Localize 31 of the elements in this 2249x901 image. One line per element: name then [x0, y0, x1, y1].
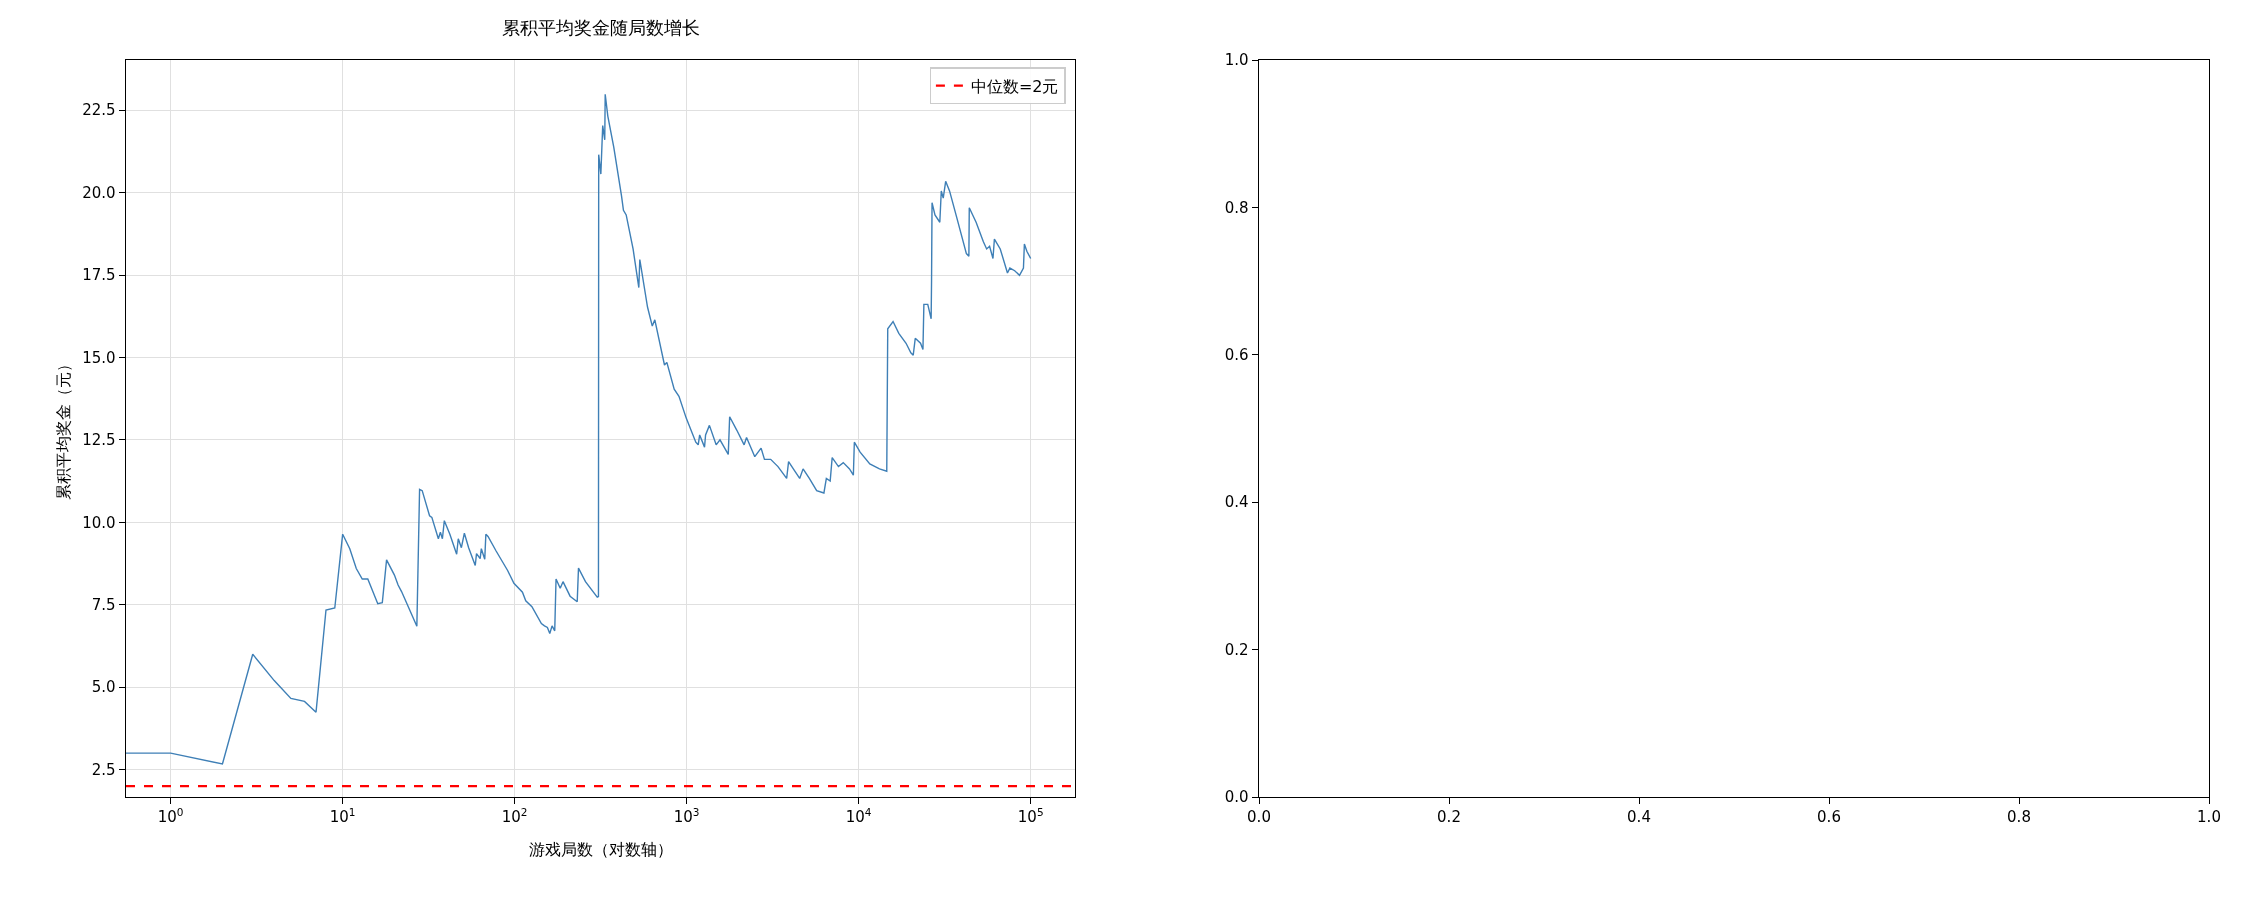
- y-tick-label: 10.0: [82, 513, 116, 532]
- y-tick-label: 12.5: [82, 431, 116, 450]
- x-tick-label: 10$^{1}$: [329, 806, 356, 827]
- y-tick-label: 0.6: [1224, 346, 1249, 365]
- x-tick-label: 0.0: [1247, 808, 1271, 827]
- x-tick-label: 0.6: [1817, 808, 1841, 827]
- x-tick-label: 10$^{4}$: [845, 806, 872, 827]
- x-tick-label: 0.4: [1627, 808, 1651, 827]
- y-tick-label: 22.5: [82, 101, 116, 120]
- y-tick-label: 0.2: [1224, 640, 1249, 659]
- x-tick-label: 1.0: [2197, 808, 2221, 827]
- x-tick-label: 0.2: [1437, 808, 1461, 827]
- y-tick-label: 1.0: [1224, 51, 1249, 70]
- x-tick-label: 10$^{3}$: [673, 806, 700, 827]
- chart-title: 累积平均奖金随局数增长: [501, 17, 700, 39]
- legend-label: 中位数=2元: [970, 76, 1059, 96]
- x-tick-label: 10$^{2}$: [501, 806, 528, 827]
- y-axis-title: 累积平均奖金（元）: [54, 356, 74, 501]
- y-tick-label: 17.5: [82, 266, 116, 285]
- y-tick-label: 15.0: [82, 348, 116, 367]
- y-tick-label: 5.0: [91, 678, 116, 697]
- y-tick-label: 0.0: [1224, 788, 1249, 807]
- y-tick-label: 20.0: [82, 183, 116, 202]
- x-axis-title: 游戏局数（对数轴）: [528, 840, 673, 860]
- x-tick-label: 10$^{5}$: [1017, 806, 1044, 827]
- x-tick-label: 0.8: [2007, 808, 2031, 827]
- y-tick-label: 7.5: [91, 596, 116, 614]
- y-tick-label: 2.5: [91, 760, 116, 779]
- y-tick-label: 0.4: [1224, 493, 1249, 512]
- y-tick-label: 0.8: [1224, 198, 1249, 217]
- x-tick-label: 10$^{0}$: [157, 806, 184, 827]
